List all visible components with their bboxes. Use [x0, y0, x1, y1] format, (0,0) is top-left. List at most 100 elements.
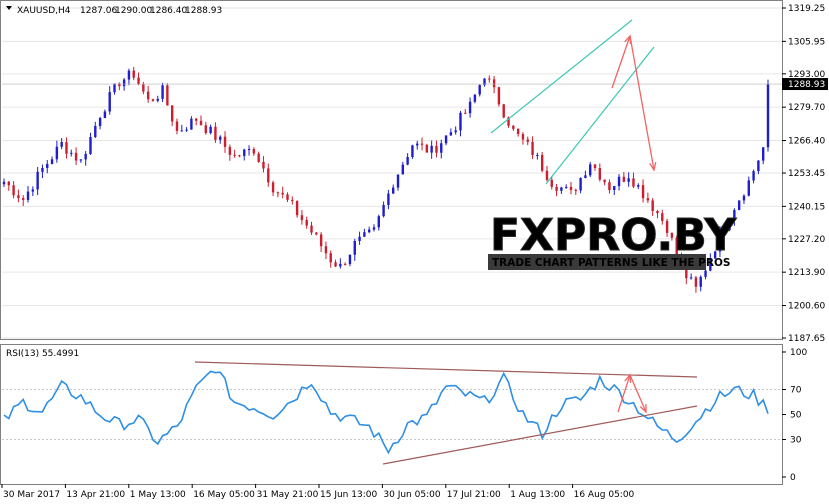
candle-body	[665, 220, 669, 233]
candle-body	[488, 78, 491, 80]
watermark-brand: FXPRO.BY	[490, 210, 737, 261]
candle-body	[41, 167, 44, 172]
candle-body	[262, 161, 265, 169]
candle-body	[22, 198, 25, 200]
rsi-line	[3, 370, 769, 455]
candle-body	[742, 195, 746, 201]
candle-body	[761, 147, 765, 161]
candle-body	[233, 154, 236, 156]
rsi-tick-label: 50	[790, 411, 802, 421]
candle-body	[540, 154, 544, 171]
candle-body	[247, 149, 251, 151]
candle-body	[560, 187, 563, 191]
candle-body	[94, 126, 97, 138]
time-tick-label: 16 Aug 05:00	[574, 490, 635, 500]
candle-body	[151, 99, 155, 101]
candle-body	[26, 191, 30, 200]
projection-down-shaft	[629, 35, 655, 171]
candle-body	[651, 200, 654, 212]
candle-body	[661, 213, 664, 221]
candle-body	[156, 98, 159, 101]
chart-header: XAUUSD,H4 1287.06 1290.00 1286.40 1288.9…	[6, 6, 222, 16]
candle-body	[440, 143, 443, 153]
candle-body	[569, 186, 573, 190]
candle-body	[324, 246, 328, 254]
candle-body	[579, 177, 582, 191]
candle-body	[2, 181, 6, 185]
watermark-band	[488, 254, 706, 270]
price-tick-label: 1213.90	[788, 268, 825, 278]
rsi-projection-down-shaft	[629, 374, 647, 413]
candle-body	[598, 168, 602, 180]
candle-body	[103, 111, 107, 119]
price-tick-label: 1200.60	[788, 302, 825, 312]
candle-body	[766, 84, 770, 148]
candle-body	[382, 204, 385, 217]
candle-body	[435, 145, 438, 153]
candle-body	[574, 189, 577, 191]
candle-body	[228, 146, 232, 155]
price-series	[2, 66, 782, 293]
candle-body	[406, 157, 409, 165]
candle-body	[243, 149, 246, 156]
time-tick-label: 15 Jun 13:00	[320, 490, 377, 500]
candle-body	[531, 141, 534, 155]
candle-body	[593, 164, 597, 169]
candle-body	[319, 234, 323, 247]
candle-body	[127, 70, 131, 80]
candle-body	[142, 84, 145, 92]
candle-body	[348, 254, 352, 265]
candle-body	[641, 185, 645, 199]
time-tick-label: 1 May 13:00	[130, 490, 186, 500]
candle-body	[166, 85, 169, 106]
candle-body	[353, 240, 356, 255]
price-panel	[0, 0, 783, 340]
candle-body	[84, 153, 87, 160]
candle-body	[36, 171, 39, 190]
candle-body	[550, 179, 553, 187]
projection-up-shaft	[611, 35, 631, 89]
price-tick-label: 1293.00	[788, 70, 825, 80]
candle-body	[60, 142, 63, 147]
candle-body	[276, 192, 280, 194]
candle-body	[55, 146, 59, 160]
candle-body	[161, 85, 164, 99]
price-tick-label: 1279.70	[788, 103, 825, 113]
candle-body	[507, 117, 510, 126]
candle-body	[737, 200, 741, 211]
candle-body	[555, 186, 558, 191]
rsi-tick-label: 100	[790, 348, 807, 358]
candle-body	[17, 195, 20, 199]
candle-body	[564, 186, 568, 188]
candle-body	[170, 105, 174, 122]
candle-body	[358, 236, 361, 241]
candle-body	[627, 178, 630, 182]
candle-body	[70, 152, 73, 154]
candle-body	[545, 170, 549, 180]
candle-body	[752, 171, 755, 181]
rsi-projection-up-shaft	[617, 374, 631, 413]
rsi-tick-label: 70	[790, 386, 802, 396]
rsi-tick-label: 30	[790, 436, 802, 446]
time-tick-label: 13 Apr 21:00	[66, 490, 125, 500]
candle-body	[492, 79, 496, 88]
dropdown-triangle-icon[interactable]	[6, 6, 12, 10]
symbol-timeframe: XAUUSD,H4	[17, 6, 71, 16]
price-tick-label: 1253.45	[788, 169, 825, 179]
time-tick-label: 16 May 05:00	[193, 490, 255, 500]
candle-body	[74, 152, 78, 161]
candle-body	[449, 132, 453, 136]
candle-body	[315, 232, 318, 235]
price-tick-label: 1227.20	[788, 235, 825, 245]
candle-body	[175, 121, 179, 131]
candle-body	[454, 130, 457, 133]
price-tick-label: 1319.25	[788, 4, 825, 14]
candle-body	[238, 155, 241, 157]
candle-body	[718, 230, 722, 252]
candle-body	[425, 144, 429, 153]
ohlc-low: 1286.40	[150, 6, 187, 16]
candle-body	[31, 189, 35, 192]
candle-body	[464, 112, 467, 114]
